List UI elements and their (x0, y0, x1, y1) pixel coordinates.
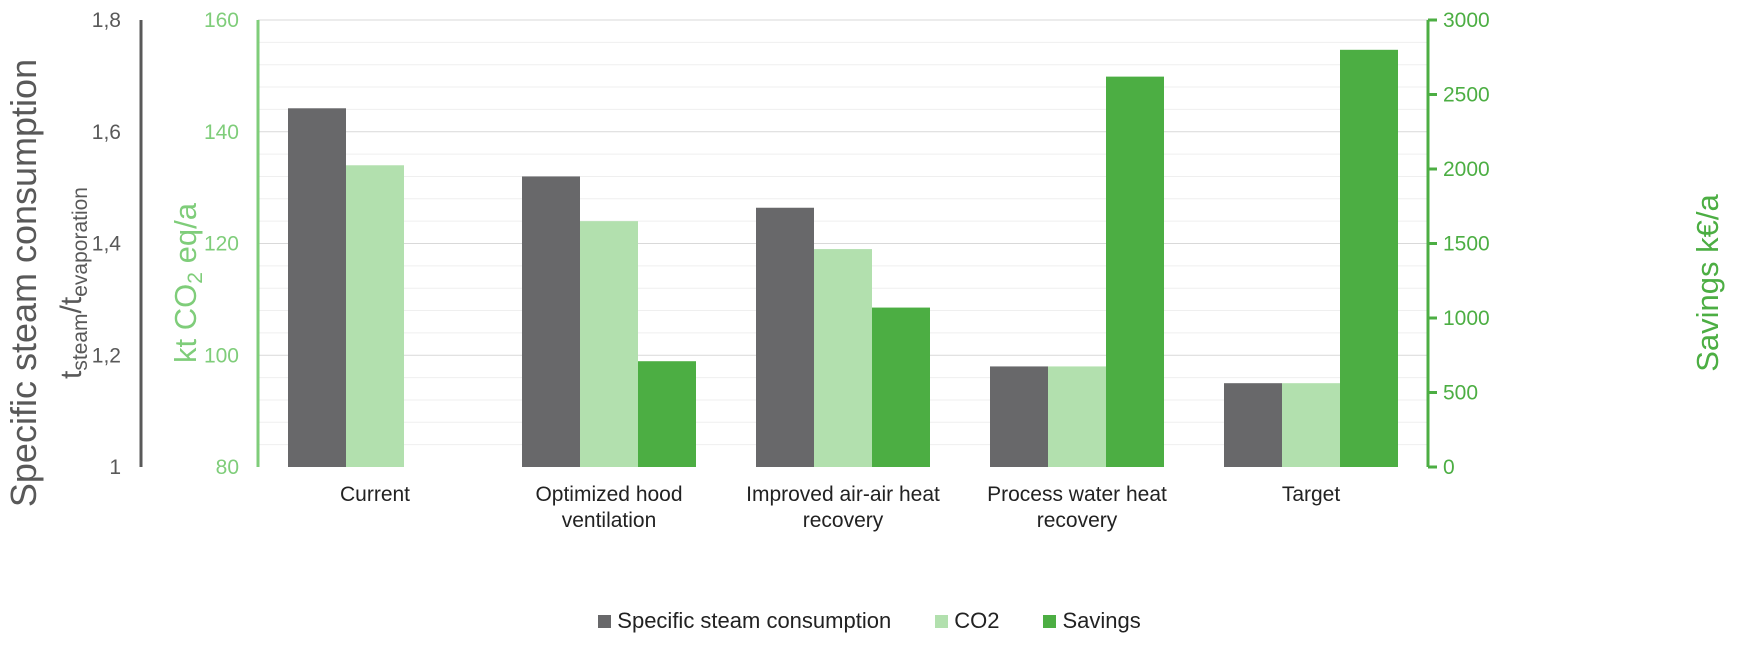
left-tick-label: 1,6 (92, 121, 121, 144)
bar-savings (1340, 49, 1398, 468)
category-label: recovery (1037, 509, 1118, 532)
legend-label-co2: CO2 (954, 608, 1000, 633)
right-tick-label: 1500 (1443, 233, 1490, 256)
legend-swatch-steam (598, 614, 612, 628)
left-unit-sub2: evaporation (69, 187, 92, 297)
middle-axis-title: kt CO2 eq/a (168, 202, 207, 363)
bar-savings (872, 307, 930, 467)
middle-axis: 80 100 120 140 160 (204, 9, 260, 479)
bar-savings (638, 361, 696, 467)
left-axis-title: Specific steam consumption (3, 59, 44, 507)
right-axis-title: Savings k€/a (1690, 193, 1725, 371)
bar-co2 (346, 165, 404, 467)
bar-specific-steam-consumption (990, 366, 1048, 467)
left-tick-label: 1 (109, 456, 121, 479)
left-tick-label: 1,8 (92, 9, 121, 32)
category-label: recovery (803, 509, 884, 532)
bar-co2 (1282, 383, 1340, 467)
bar-co2 (580, 221, 638, 467)
left-tick-label: 1,4 (92, 233, 122, 256)
bar-specific-steam-consumption (756, 207, 814, 468)
left-unit-t2: t (55, 296, 88, 305)
left-tick-label: 1,2 (92, 344, 121, 367)
left-unit-slash: / (55, 304, 88, 313)
category-label: ventilation (562, 509, 657, 532)
left-unit-t1: t (55, 370, 88, 379)
left-axis-unit: tsteam/tevaporation (55, 187, 92, 379)
category-label: Process water heat (987, 483, 1167, 506)
legend: Specific steam consumption CO2 Savings (0, 603, 1739, 639)
middle-tick-label: 100 (204, 344, 239, 367)
category-label: Current (340, 483, 410, 506)
legend-item-savings: Savings (1019, 608, 1141, 634)
legend-item-steam: Specific steam consumption (598, 608, 891, 634)
legend-item-co2: CO2 (911, 608, 999, 634)
middle-tick-label: 160 (204, 9, 239, 32)
bar-co2 (1048, 366, 1106, 467)
middle-title-pre: kt CO (168, 284, 203, 363)
bars (288, 49, 1398, 468)
bar-co2 (814, 249, 872, 467)
legend-label-steam: Specific steam consumption (617, 608, 892, 633)
legend-swatch-co2 (935, 614, 949, 628)
middle-tick-label: 80 (216, 456, 239, 479)
right-tick-label: 2500 (1443, 84, 1490, 107)
bar-specific-steam-consumption (288, 108, 346, 467)
right-tick-label: 2000 (1443, 158, 1490, 181)
middle-tick-label: 140 (204, 121, 239, 144)
middle-title-sub: 2 (184, 272, 207, 284)
right-tick-label: 1000 (1443, 307, 1490, 330)
left-axis: 1 1,2 1,4 1,6 1,8 (92, 9, 143, 479)
category-label: Improved air-air heat (746, 483, 940, 506)
right-tick-label: 3000 (1443, 9, 1490, 32)
legend-swatch-savings (1043, 614, 1057, 628)
bar-savings (1106, 76, 1164, 468)
category-label: Optimized hood (535, 483, 682, 506)
right-tick-label: 500 (1443, 382, 1478, 405)
bar-specific-steam-consumption (1224, 383, 1282, 467)
middle-tick-label: 120 (204, 233, 239, 256)
middle-title-post: eq/a (168, 202, 203, 272)
grid-lines (258, 19, 1428, 446)
legend-label-savings: Savings (1062, 608, 1141, 633)
category-labels: Current Optimized hood ventilation Improved… (340, 483, 1340, 532)
right-tick-label: 0 (1443, 456, 1455, 479)
bar-specific-steam-consumption (522, 176, 580, 467)
right-axis: 0 500 1000 1500 2000 2500 3000 (1426, 9, 1490, 479)
category-label: Target (1282, 483, 1341, 506)
left-unit-sub1: steam (69, 313, 92, 370)
